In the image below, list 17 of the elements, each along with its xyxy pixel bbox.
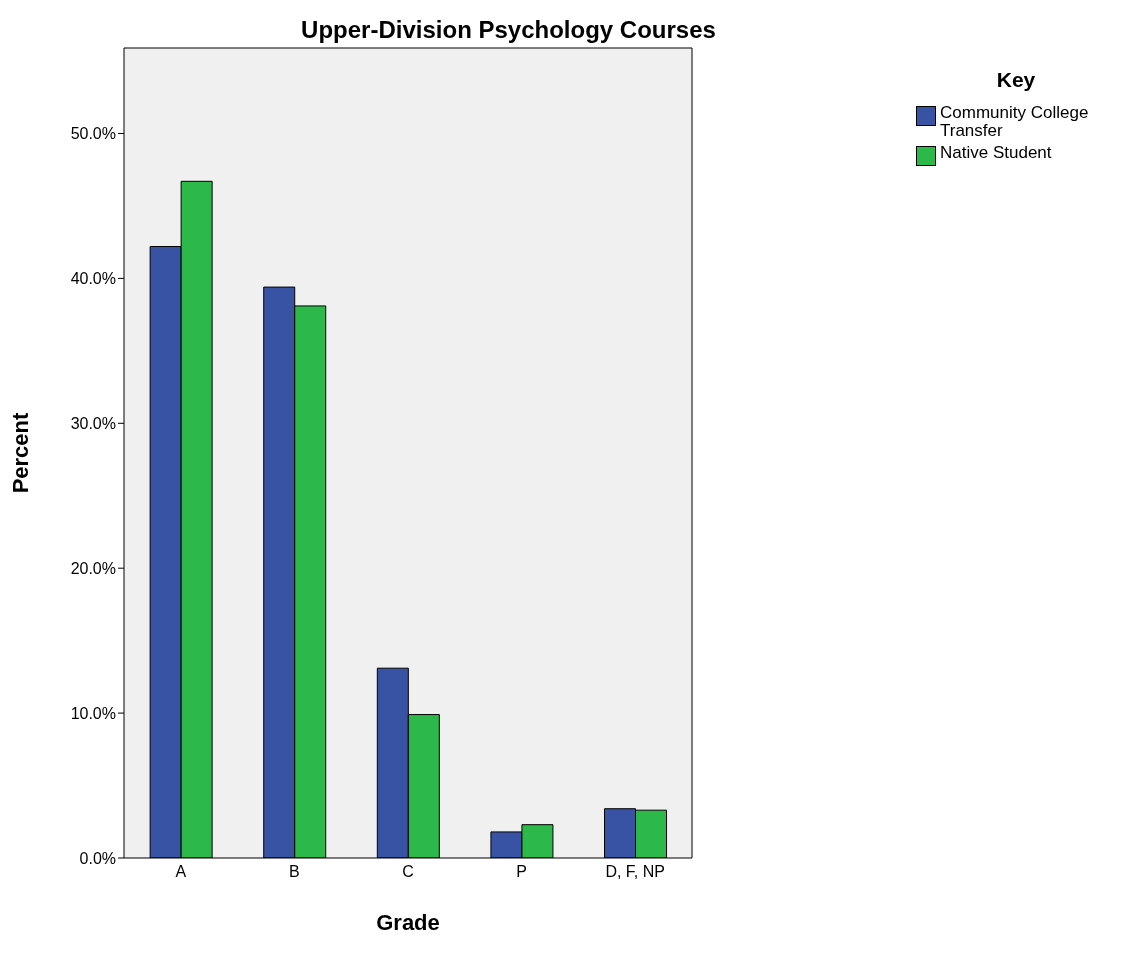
y-tick-label: 0.0% [79,849,116,867]
y-tick-label: 40.0% [70,270,116,288]
chart-title: Upper-Division Psychology Courses [300,16,717,44]
x-tick-label: A [175,863,187,881]
legend-label: Native Student [940,143,1052,162]
y-axis-title: Percent [7,411,33,494]
legend-title: Key [995,68,1037,92]
y-tick-label: 50.0% [70,125,116,143]
x-tick-label: B [289,863,300,881]
legend-label: Community College Transfer [940,103,1090,140]
y-tick-label: 30.0% [70,414,116,432]
y-tick-label: 20.0% [70,559,116,577]
x-tick-label: D, F, NP [605,863,665,881]
x-tick-label: C [402,863,414,881]
x-tick-label: P [516,863,527,881]
x-axis-title: Grade [376,910,440,935]
y-tick-label: 10.0% [70,704,116,722]
